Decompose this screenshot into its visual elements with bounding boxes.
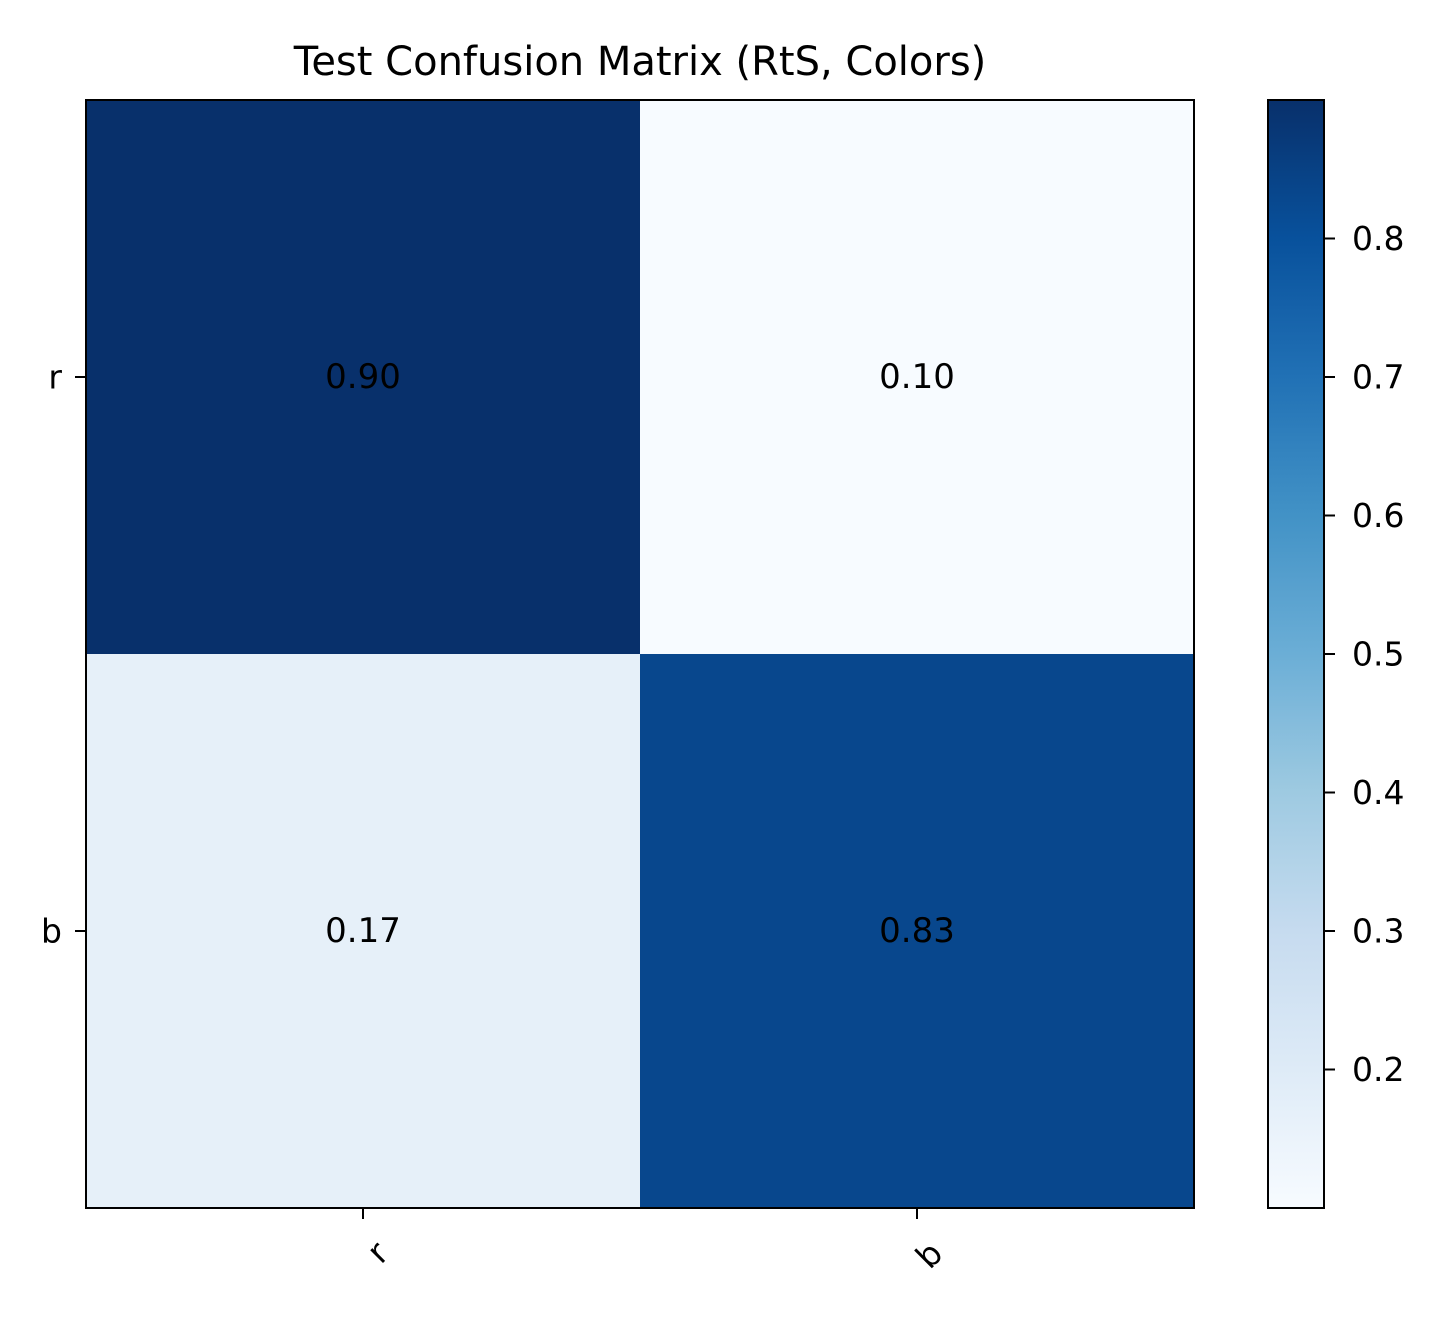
y-tick-label: r: [48, 358, 62, 397]
heatmap-cell-r-r: [86, 100, 640, 654]
heatmap-cell-b-r: [86, 654, 640, 1208]
colorbar-tick-label: 0.2: [1352, 1050, 1404, 1089]
cell-value-labels: 0.90 0.10 0.17 0.83: [325, 357, 955, 951]
x-tick-label: b: [908, 1234, 950, 1276]
colorbar-tick-label: 0.5: [1352, 635, 1404, 674]
heatmap-cell-r-b: [640, 100, 1194, 654]
x-tick-label: r: [359, 1233, 396, 1270]
y-axis: rb: [41, 358, 86, 951]
cell-value-label: 0.10: [879, 357, 955, 397]
colorbar-tick-label: 0.6: [1352, 496, 1404, 535]
cell-value-label: 0.17: [325, 911, 401, 951]
cell-value-label: 0.83: [879, 911, 955, 951]
colorbar-tick-label: 0.7: [1352, 358, 1404, 397]
colorbar-tick-label: 0.4: [1352, 773, 1404, 812]
heatmap-cells: [86, 100, 1194, 1208]
colorbar-tick-label: 0.3: [1352, 912, 1404, 951]
colorbar-gradient: [1268, 100, 1324, 1208]
y-tick-label: b: [41, 912, 62, 951]
colorbar-tick-label: 0.8: [1352, 219, 1404, 258]
cell-value-label: 0.90: [325, 357, 401, 397]
plot-frame: [85, 99, 1195, 1209]
heatmap-cell-b-b: [640, 654, 1194, 1208]
colorbar: 0.2 0.3 0.4 0.5 0.6 0.7 0.8: [1267, 99, 1404, 1209]
chart-title: Test Confusion Matrix (RtS, Colors): [293, 39, 987, 85]
